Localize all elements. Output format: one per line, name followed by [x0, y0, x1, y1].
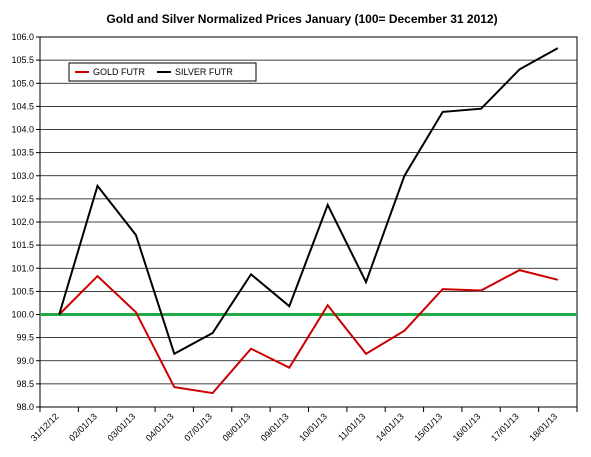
chart-title: Gold and Silver Normalized Prices Januar…: [106, 12, 497, 26]
y-tick-label: 101.0: [11, 263, 34, 273]
y-tick-label: 105.0: [11, 78, 34, 88]
series-lines: [40, 47, 577, 395]
x-tick-label: 31/12/12: [29, 411, 61, 443]
gold-series-line: [58, 269, 559, 395]
y-tick-label: 103.0: [11, 171, 34, 181]
x-tick-label: 11/01/13: [336, 411, 367, 442]
y-tick-label: 104.5: [11, 101, 34, 111]
x-tick-label: 10/01/13: [297, 411, 329, 443]
y-tick-label: 106.0: [11, 32, 34, 42]
y-tick-label: 98.5: [16, 379, 34, 389]
x-tick-label: 02/01/13: [67, 411, 99, 443]
x-tick-label: 09/01/13: [259, 411, 291, 443]
x-tick-label: 07/01/13: [182, 411, 214, 443]
x-tick-label: 18/01/13: [527, 411, 559, 443]
legend-label: GOLD FUTR: [93, 67, 146, 77]
y-tick-label: 100.0: [11, 310, 34, 320]
x-tick-label: 15/01/13: [412, 411, 444, 443]
y-tick-label: 102.5: [11, 194, 34, 204]
y-tick-label: 99.5: [16, 333, 34, 343]
x-tick-label: 16/01/13: [451, 411, 483, 443]
y-tick-label: 101.5: [11, 240, 34, 250]
axes: 98.0 98.5 99.0 99.5 100.0 100.5 101.0 101.5 102.…: [11, 32, 578, 443]
y-tick-label: 99.0: [16, 356, 34, 366]
x-tick-label: 04/01/13: [144, 411, 176, 443]
x-tick-label: 08/01/13: [221, 411, 253, 443]
y-tick-label: 100.5: [11, 286, 34, 296]
x-tick-label: 03/01/13: [105, 411, 137, 443]
y-tick-label: 98.0: [16, 402, 34, 412]
silver-series-line: [58, 47, 559, 356]
y-tick-label: 103.5: [11, 148, 34, 158]
x-tick-label: 17/01/13: [489, 411, 521, 443]
y-tick-label: 104.0: [11, 125, 34, 135]
y-tick-label: 105.5: [11, 55, 34, 65]
legend-label: SILVER FUTR: [175, 67, 233, 77]
legend: GOLD FUTR SILVER FUTR: [68, 62, 257, 82]
y-tick-label: 102.0: [11, 217, 34, 227]
x-tick-label: 14/01/13: [374, 411, 406, 443]
